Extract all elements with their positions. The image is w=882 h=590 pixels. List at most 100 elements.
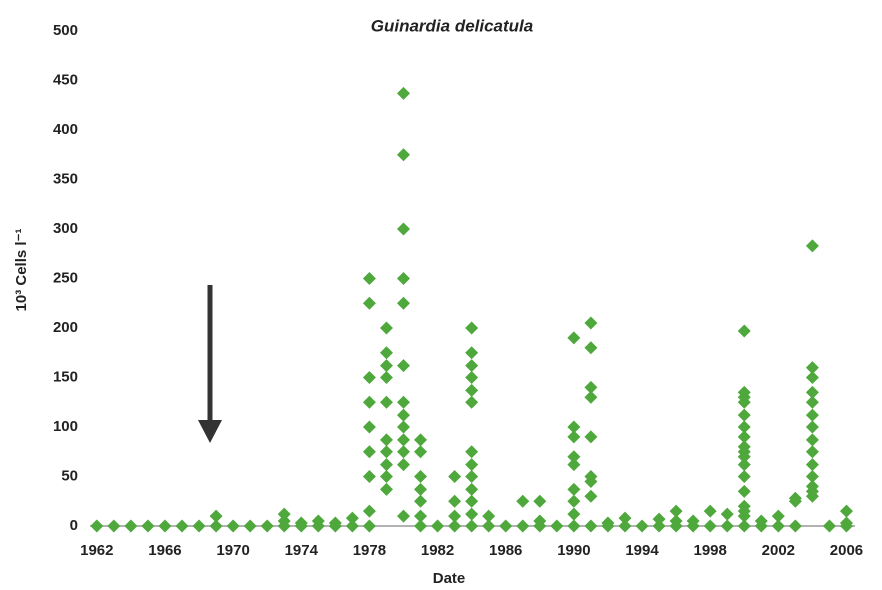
data-point [499,519,513,533]
data-point [448,509,462,523]
data-point [362,296,376,310]
data-point [584,430,598,444]
data-point [669,514,683,528]
data-point [584,470,598,483]
data-point [805,470,819,483]
data-point [652,519,666,533]
data-point [379,482,393,496]
data-point [839,516,853,530]
data-point [260,519,274,533]
data-point [601,516,615,530]
data-point [754,514,768,528]
data-point [226,519,240,533]
data-point [396,359,410,373]
data-point [567,430,581,444]
data-point [362,371,376,384]
data-point [277,507,291,521]
data-point [805,371,819,384]
data-point [720,519,734,533]
y-tick-label: 450 [53,71,78,88]
data-point [805,408,819,422]
data-point [396,509,410,523]
x-tick-label: 1994 [625,542,659,559]
data-point [396,458,410,472]
data-point [431,519,445,533]
x-tick-label: 1998 [693,542,726,559]
data-point [737,430,751,444]
data-point [584,489,598,503]
data-point [465,519,479,533]
data-point [379,458,393,472]
data-point [482,519,496,533]
data-point [141,519,155,533]
data-point [805,361,819,375]
data-point [737,408,751,422]
x-tick-label: 1966 [148,542,181,559]
data-point [737,458,751,472]
data-point [107,519,121,533]
data-point [465,445,479,459]
data-point [737,519,751,533]
data-point [175,519,189,533]
data-point [516,494,530,508]
data-point [396,408,410,422]
y-tick-label: 500 [53,22,78,39]
y-tick-label: 250 [53,269,78,286]
data-point [805,420,819,434]
data-point [567,482,581,496]
y-tick-label: 350 [53,170,78,187]
x-tick-label: 2006 [830,542,863,559]
data-point [533,494,547,508]
data-point [414,509,428,523]
data-point [379,321,393,335]
data-point [703,504,717,518]
data-point [362,504,376,518]
data-point [414,433,428,447]
x-tick-label: 1986 [489,542,522,559]
data-point [465,371,479,384]
data-point [737,440,751,454]
data-point [90,519,104,533]
x-axis-label: Date [433,570,466,587]
data-point [635,519,649,533]
data-point [379,445,393,459]
data-point [567,450,581,464]
data-point [788,519,802,533]
data-point [448,470,462,483]
data-point [448,519,462,533]
data-point [584,380,598,394]
data-point [414,482,428,496]
x-tick-label: 1982 [421,542,454,559]
y-tick-label: 50 [61,467,78,484]
data-point [465,507,479,521]
data-point [584,341,598,355]
data-point [362,445,376,459]
data-point [396,296,410,310]
data-point [379,371,393,384]
data-point [771,519,785,533]
data-point [448,494,462,508]
data-point [414,470,428,483]
data-point [465,321,479,335]
data-point [584,316,598,330]
data-point [414,494,428,508]
data-point [737,420,751,434]
data-point [396,272,410,285]
data-point [567,458,581,472]
data-point [788,491,802,505]
data-point [379,395,393,409]
data-point [737,499,751,513]
data-point [669,504,683,518]
data-point [328,516,342,530]
x-tick-label: 1990 [557,542,590,559]
data-point [482,509,496,523]
data-point [294,516,308,530]
data-point [158,519,172,533]
data-point [465,458,479,472]
data-point [516,519,530,533]
y-tick-label: 200 [53,319,78,336]
data-point [805,239,819,253]
data-point [414,519,428,533]
data-point [567,519,581,533]
data-point [396,433,410,447]
